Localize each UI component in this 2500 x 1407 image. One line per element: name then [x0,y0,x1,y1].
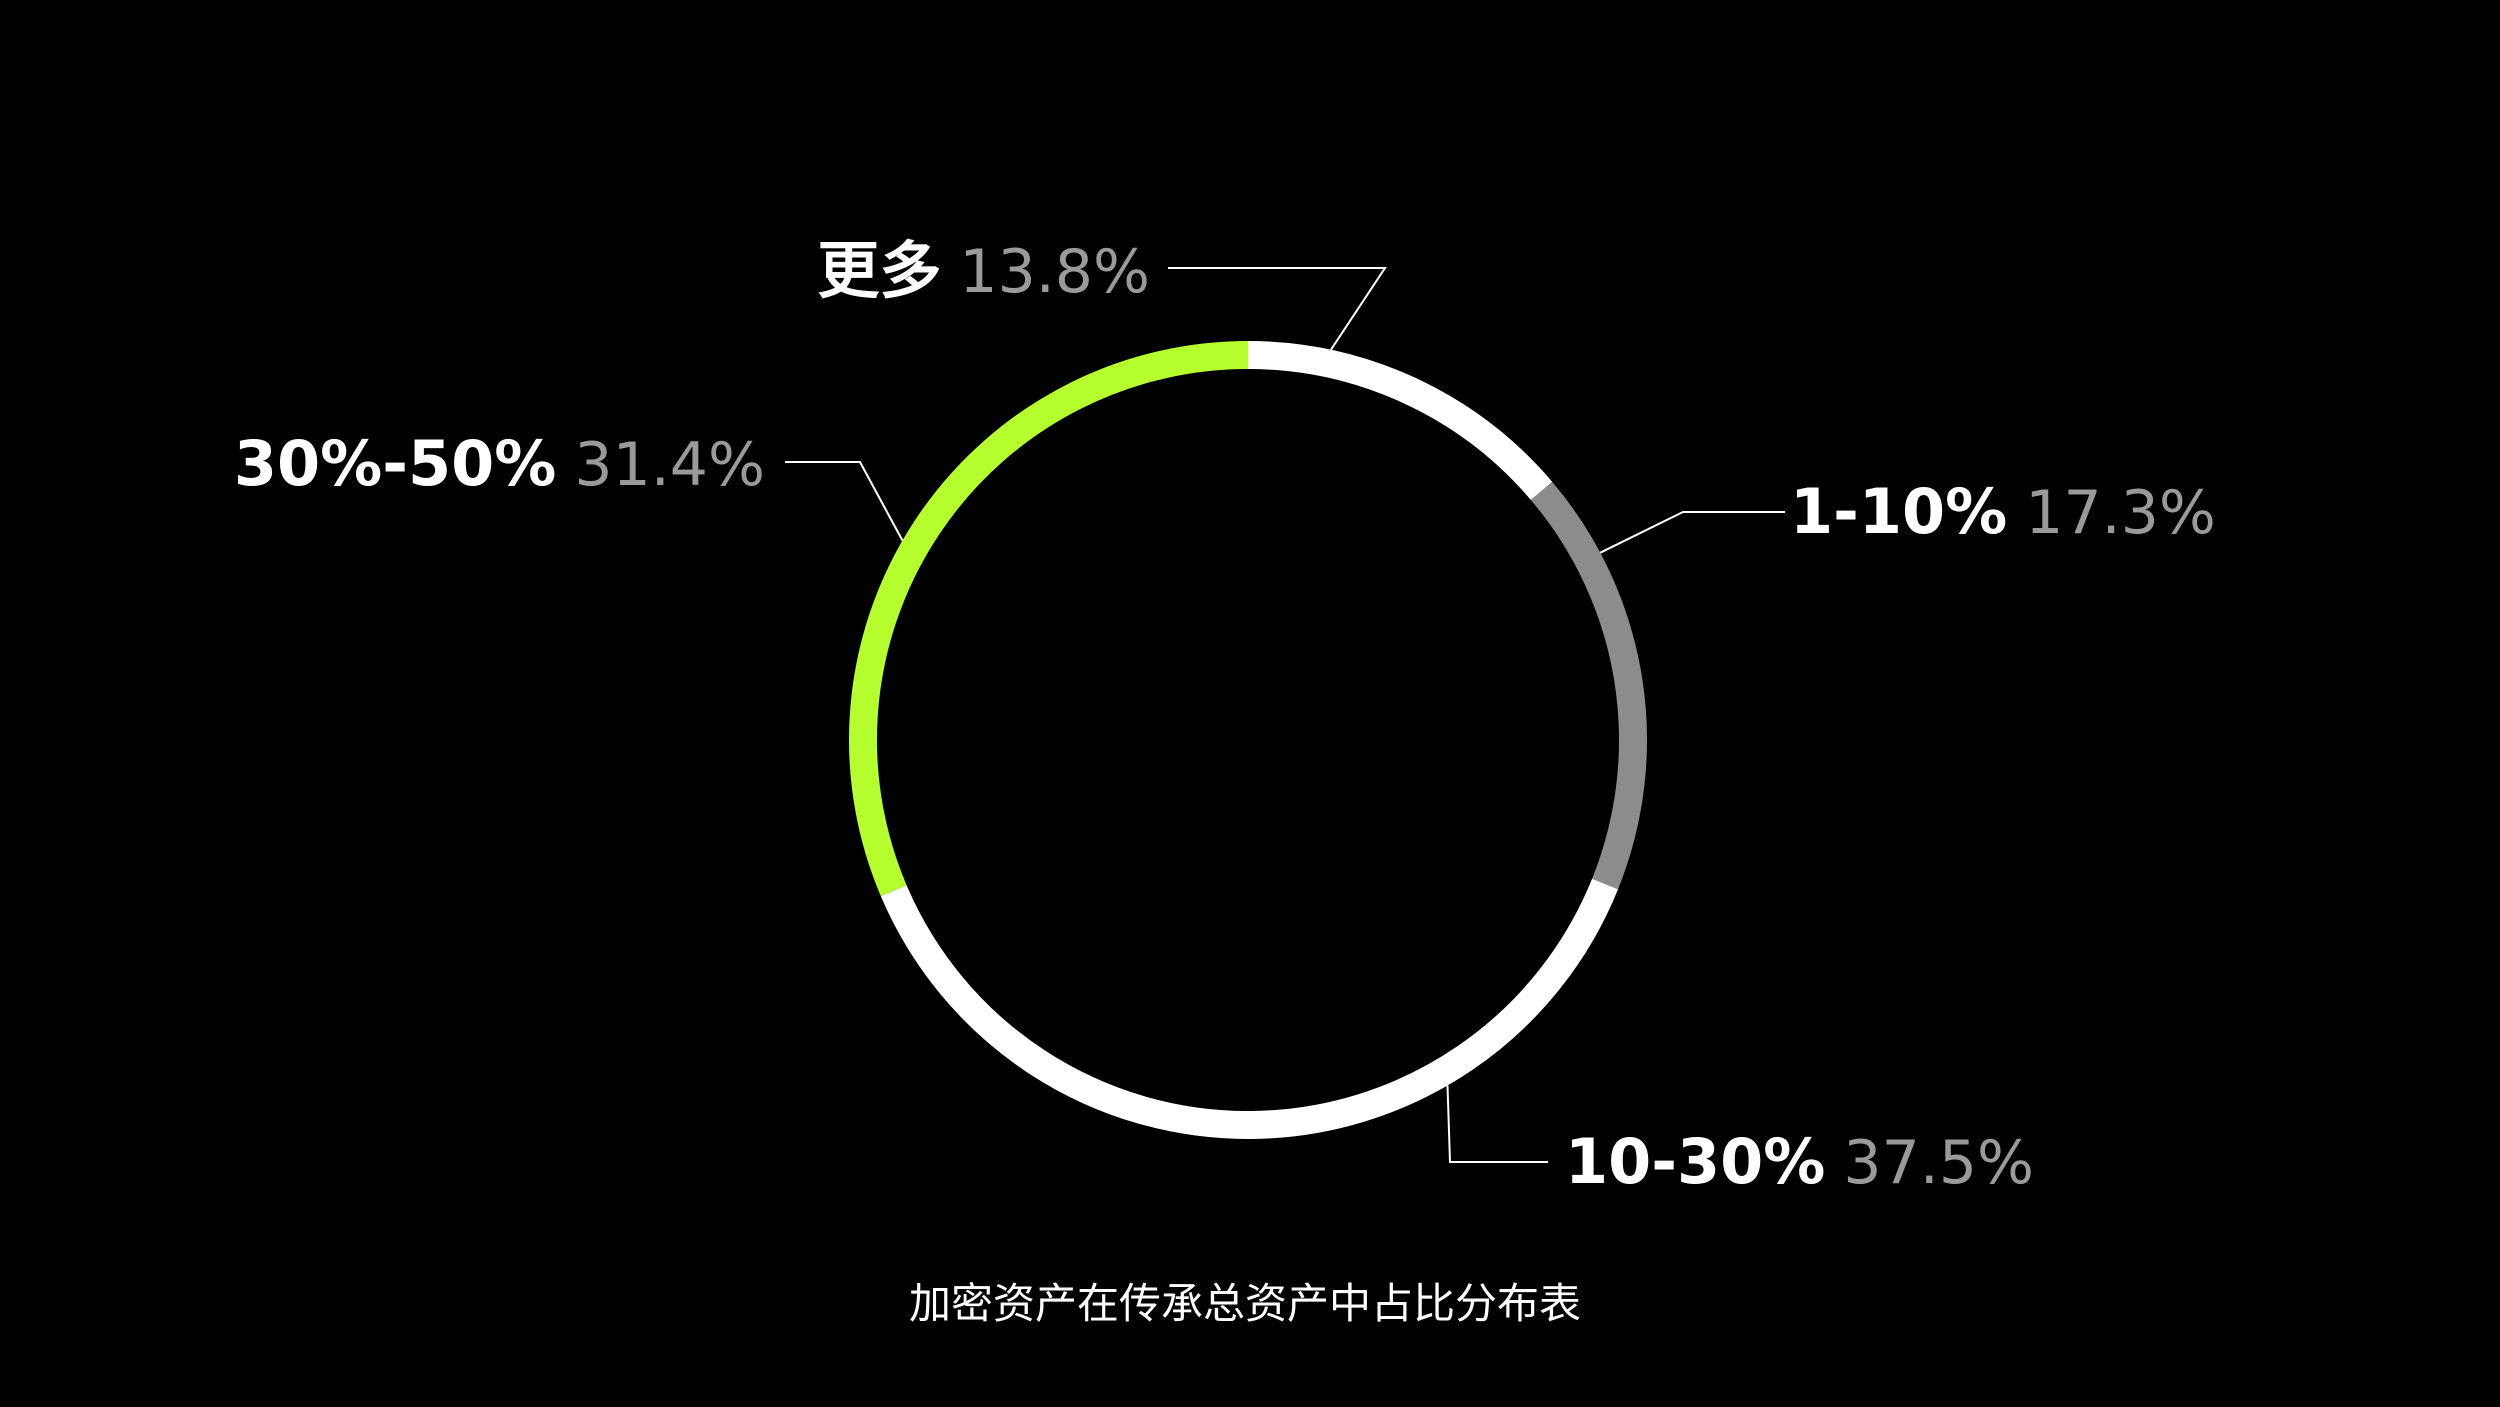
slice-category-0: 更多 [817,234,941,307]
slice-value-3: 31.4% [574,430,765,500]
slice-value-2: 37.5% [1843,1128,2034,1198]
slice-value-1: 17.3% [2025,478,2216,548]
slice-0 [1247,341,1553,500]
slice-label-3: 30%-50% 31.4% [234,427,765,500]
slice-category-1: 1-10% [1790,475,2007,548]
leader-line-2 [1446,1085,1548,1163]
chart-caption: 加密资产在传承总资产中占比分布表 [909,1279,1581,1328]
slice-3 [849,341,1249,897]
donut-ring [849,341,1647,1139]
slice-label-0: 更多 13.8% [817,234,1150,307]
leader-line-0 [1168,267,1387,351]
slice-labels: 更多 13.8% 1-10% 17.3% 10-30% 37.5% 30%-50% 31.4% [234,234,2216,1198]
leader-lines [785,267,1785,1163]
slice-2 [880,878,1619,1139]
slice-value-0: 13.8% [959,237,1150,307]
leader-line-1 [1599,511,1785,554]
slice-label-2: 10-30% 37.5% [1565,1125,2034,1198]
slice-category-3: 30%-50% [234,427,557,500]
leader-line-3 [785,461,904,541]
slice-1 [1530,481,1647,890]
slice-label-1: 1-10% 17.3% [1790,475,2216,548]
slice-category-2: 10-30% [1565,1125,1825,1198]
